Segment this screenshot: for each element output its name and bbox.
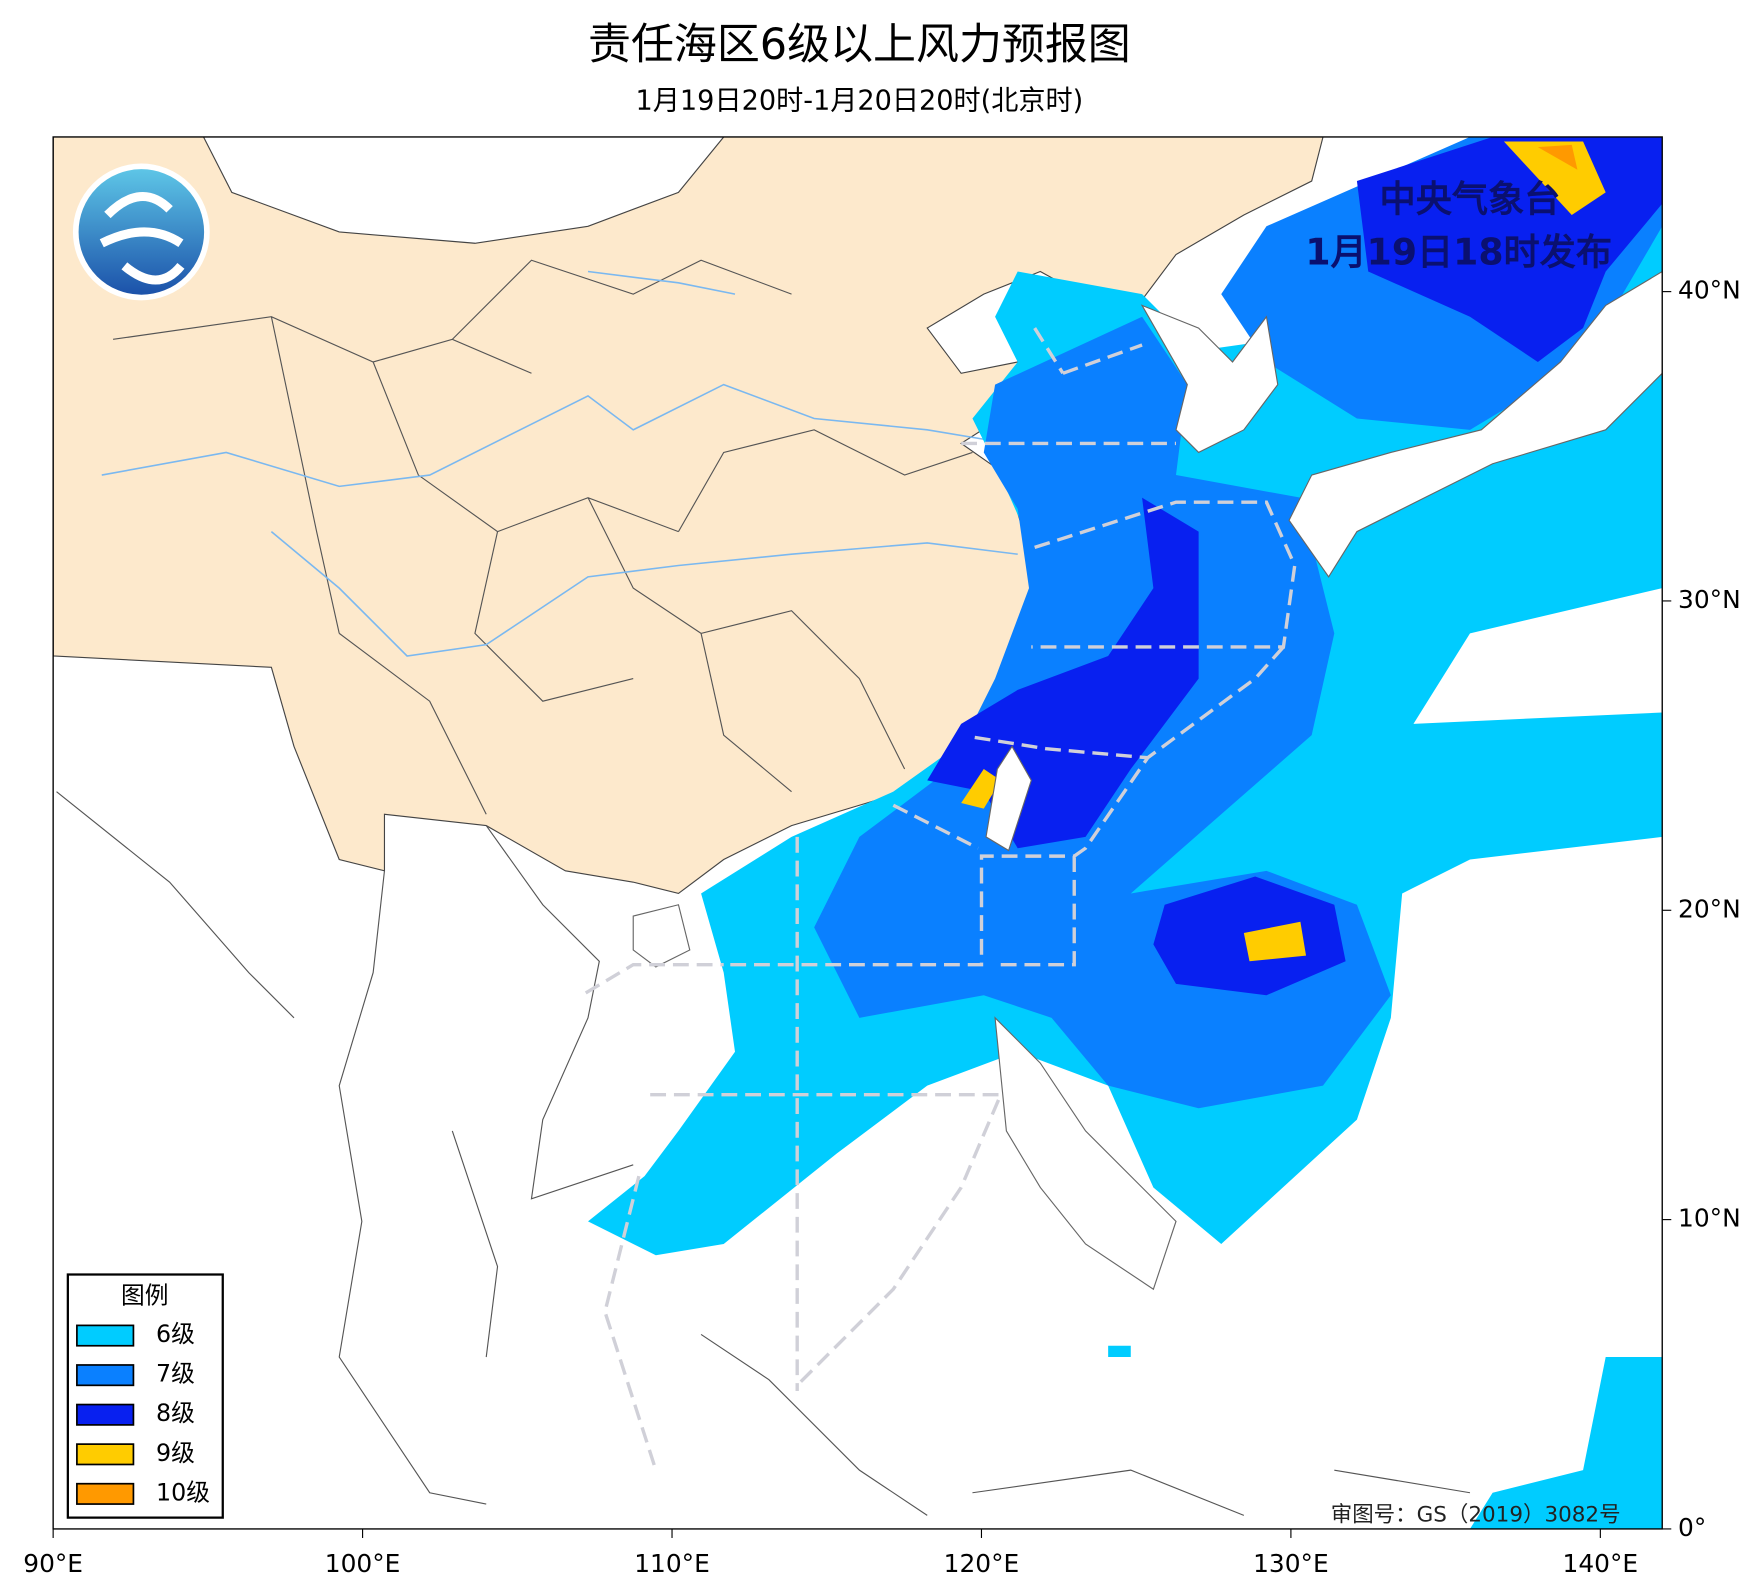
legend-swatch [76, 1403, 135, 1426]
islands [632, 270, 1663, 1291]
y-tick-label: 20°N [1678, 894, 1741, 923]
issue-time: 1月19日18时发布 [1305, 231, 1612, 274]
y-tick-label: 10°N [1678, 1204, 1741, 1233]
axes: 90°E 100°E 110°E 120°E 130°E 140°E 0° 10°N 20°N 3… [23, 276, 1740, 1578]
rivers [101, 270, 1018, 657]
y-tick-label: 40°N [1678, 276, 1741, 305]
x-tick-label: 90°E [23, 1549, 83, 1578]
wind-level-8 [927, 136, 1663, 996]
map-frame [52, 136, 1663, 1530]
legend-label: 8级 [156, 1399, 195, 1427]
province-borders [112, 259, 973, 815]
x-tick-label: 100°E [325, 1549, 401, 1578]
wind-level-7 [814, 136, 1663, 1109]
legend-swatch [76, 1364, 135, 1387]
legend-label: 7级 [156, 1360, 195, 1388]
y-tick-label: 30°N [1678, 585, 1741, 614]
legend-swatch [76, 1482, 135, 1505]
y-tick-label: 0° [1678, 1513, 1706, 1542]
wind-level-10 [1537, 144, 1578, 170]
x-tick-label: 110°E [634, 1549, 710, 1578]
legend-swatch [76, 1443, 135, 1466]
title: 责任海区6级以上风力预报图 [588, 20, 1131, 70]
x-tick-label: 130°E [1253, 1549, 1329, 1578]
approval-number: 审图号：GS（2019）3082号 [1331, 1502, 1621, 1527]
legend-swatch [76, 1324, 135, 1347]
legend-label: 9级 [156, 1439, 195, 1467]
subtitle: 1月19日20时-1月20日20时(北京时) [636, 85, 1084, 116]
sea-area-boundaries [584, 327, 1297, 1471]
logo [72, 163, 210, 301]
legend: 图例 6级 7级 8级 9级 10级 [66, 1273, 224, 1519]
legend-label: 10级 [156, 1478, 210, 1506]
map-area: 中央气象台 1月19日18时发布 审图号：GS（2019）3082号 [53, 136, 1663, 1529]
x-tick-label: 120°E [944, 1549, 1020, 1578]
legend-label: 6级 [156, 1320, 195, 1348]
asia-outlines [56, 791, 1471, 1516]
legend-items: 6级 7级 8级 9级 10级 [76, 1320, 210, 1506]
issuer-name: 中央气象台 [1380, 177, 1561, 220]
x-tick-label: 140°E [1563, 1549, 1639, 1578]
legend-title: 图例 [121, 1282, 168, 1310]
